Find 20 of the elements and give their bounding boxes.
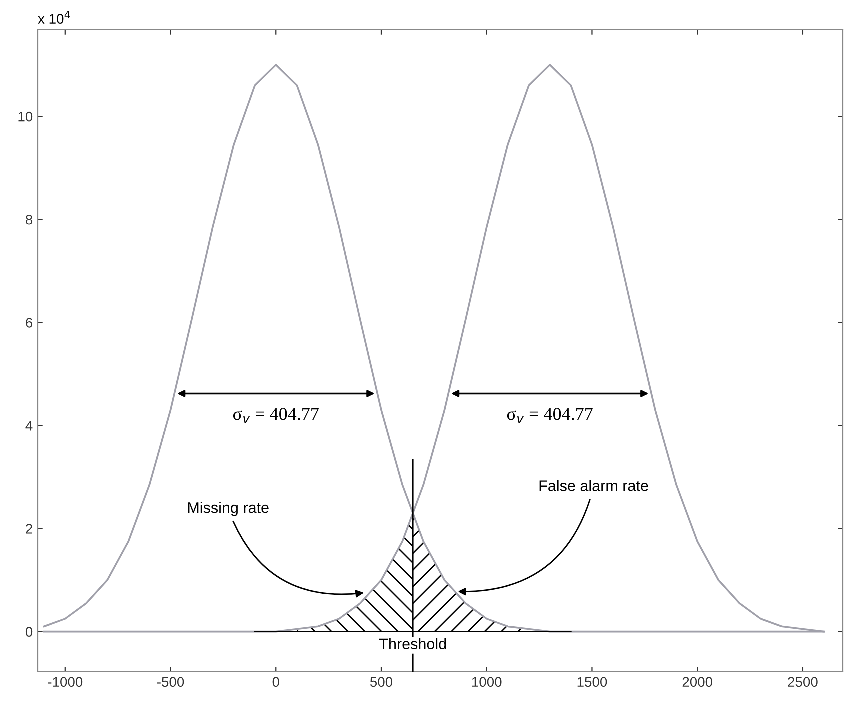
x-tick-label: 1500 bbox=[578, 677, 608, 688]
x-tick-label: 2000 bbox=[682, 677, 712, 688]
y-tick-label: 8 bbox=[26, 214, 33, 225]
x-tick-label: -500 bbox=[157, 677, 184, 688]
annotation: σ$_{v}$ = 404.77 bbox=[233, 408, 319, 424]
x-tick-label: 0 bbox=[272, 677, 280, 688]
y-tick-label: 6 bbox=[26, 318, 33, 328]
y-tick-label: 0 bbox=[26, 627, 33, 637]
y-tick-label: 4 bbox=[26, 421, 33, 431]
annotation: False alarm rate bbox=[540, 480, 648, 492]
x-tick-label: -1000 bbox=[48, 677, 83, 688]
annotation: σ$_{v}$ = 404.77 bbox=[507, 408, 593, 424]
y-tick-label: 2 bbox=[26, 524, 32, 534]
x-tick-label: 500 bbox=[370, 677, 393, 688]
x-tick-label: 2500 bbox=[788, 677, 818, 688]
text: x 10$^{4}$ bbox=[38, 11, 70, 24]
ref-line-label: Threshold bbox=[379, 638, 446, 650]
y-tick-label: 10 bbox=[18, 112, 33, 122]
annotation: Missing rate bbox=[188, 502, 269, 516]
x-tick-label: 1000 bbox=[472, 677, 502, 688]
